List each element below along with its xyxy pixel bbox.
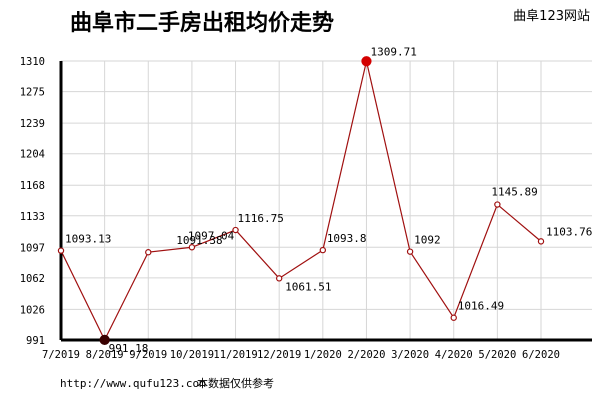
data-label: 1091.38 [176, 234, 222, 247]
series-polyline [60, 61, 542, 342]
y-tick-label: 1239 [20, 118, 45, 130]
data-markers [57, 56, 545, 345]
data-point-marker [450, 314, 457, 321]
data-point-marker [188, 244, 196, 251]
data-point-marker [406, 248, 414, 255]
data-point-marker [57, 247, 65, 254]
x-axis-ticks: 7/2019 8/2019 9/2019 10/2019 11/2019 12/2019 1… [42, 349, 560, 361]
x-tick-label: 12/2019 [257, 349, 301, 361]
site-name: 曲阜123网站 [513, 8, 590, 24]
x-tick-label: 6/2020 [522, 349, 560, 361]
data-point-marker [494, 201, 501, 208]
data-point-marker [145, 249, 152, 256]
x-tick-label: 4/2020 [435, 349, 473, 361]
x-tick-label: 1/2020 [304, 349, 342, 361]
x-tick-label: 3/2020 [391, 349, 429, 361]
min-point-marker [99, 334, 110, 345]
x-tick-label: 10/2019 [170, 349, 214, 361]
data-label: 1093.13 [65, 233, 111, 246]
x-tick-label: 2/2020 [347, 349, 385, 361]
y-tick-label: 1168 [20, 180, 45, 192]
data-label: 1097.04 [188, 229, 235, 242]
chart-title: 曲阜市二手房出租均价走势 [70, 10, 334, 36]
data-label: 1103.76 [546, 225, 592, 238]
footer-note: 本数据仅供参考 [197, 376, 274, 390]
y-tick-label: 1310 [20, 56, 45, 68]
data-point-marker [275, 275, 283, 282]
data-label: 1145.89 [491, 186, 537, 199]
y-tick-label: 1062 [20, 273, 45, 285]
data-label: 1092 [414, 234, 441, 247]
data-point-marker [537, 238, 545, 245]
grid-lines [60, 60, 592, 341]
x-tick-label: 9/2019 [129, 349, 167, 361]
data-point-marker [319, 246, 327, 254]
y-axis-ticks: 991 1026 1062 1097 1133 1168 1204 1239 1275 1310 [20, 56, 45, 347]
axes [59, 61, 592, 342]
max-point-marker [361, 56, 372, 67]
x-tick-label: 8/2019 [86, 349, 124, 361]
data-point-marker [232, 226, 239, 234]
data-label: 1061.51 [285, 280, 331, 293]
footer-url: http://www.qufu123.com [60, 377, 206, 390]
y-tick-label: 1097 [20, 242, 45, 254]
x-tick-label: 11/2019 [213, 349, 257, 361]
data-label: 991.18 [109, 342, 149, 355]
y-tick-label: 991 [26, 335, 45, 347]
y-tick-label: 1275 [20, 87, 45, 99]
x-tick-label: 7/2019 [42, 349, 80, 361]
y-tick-label: 1204 [20, 149, 45, 161]
x-tick-label: 5/2020 [478, 349, 516, 361]
data-label: 1093.8 [327, 232, 367, 245]
series-line [60, 61, 542, 342]
y-tick-label: 1026 [20, 304, 45, 316]
data-label: 1016.49 [458, 300, 504, 313]
data-label: 1309.71 [370, 45, 416, 58]
y-tick-label: 1133 [20, 211, 45, 223]
data-label: 1116.75 [238, 212, 284, 225]
